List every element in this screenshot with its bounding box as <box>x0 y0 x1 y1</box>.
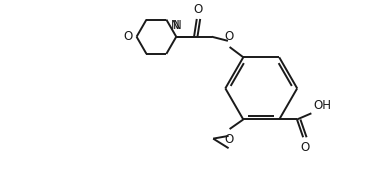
Text: O: O <box>224 133 234 146</box>
Text: N: N <box>171 19 180 32</box>
Text: N: N <box>173 19 182 32</box>
Text: OH: OH <box>313 99 331 112</box>
Text: O: O <box>194 2 203 15</box>
Text: O: O <box>300 141 310 154</box>
Text: O: O <box>224 30 234 43</box>
Text: O: O <box>123 30 132 43</box>
